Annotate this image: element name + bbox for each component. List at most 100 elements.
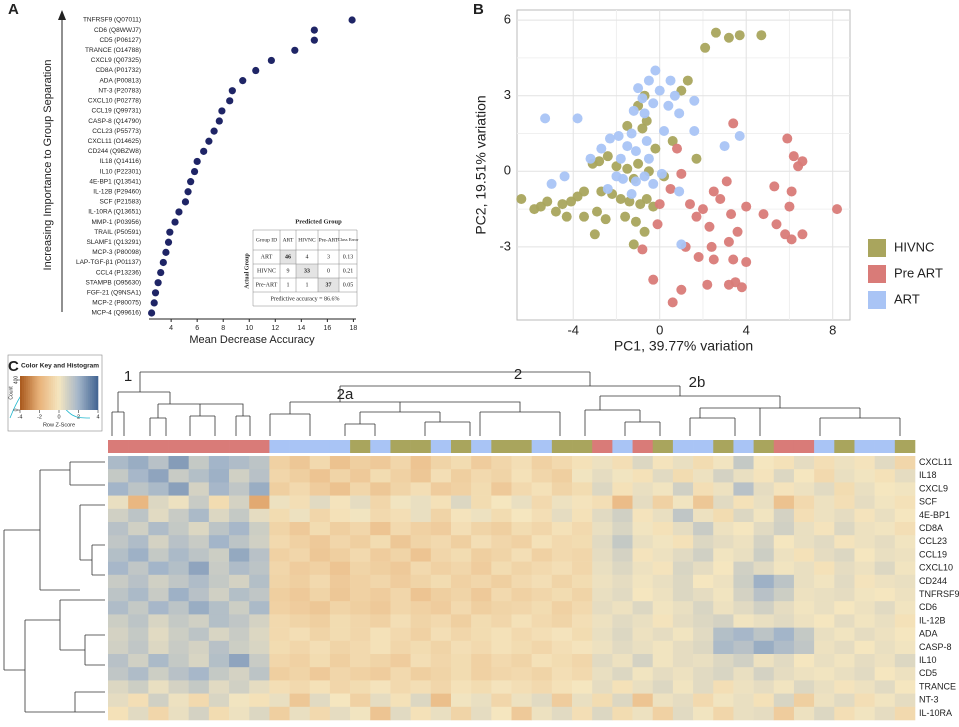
heat-cell [229, 640, 250, 655]
heat-cell [894, 469, 916, 483]
heat-cell [894, 522, 916, 536]
heat-cell [108, 548, 129, 562]
heat-cell [713, 627, 734, 642]
heat-cell [652, 667, 674, 681]
heat-cell [188, 482, 210, 496]
heat-cell [188, 680, 210, 694]
heat-cell [491, 640, 512, 655]
heat-cell [773, 508, 795, 523]
point [639, 171, 650, 182]
column-group [249, 440, 270, 453]
heat-cell [410, 640, 432, 655]
heat-cell [168, 508, 189, 523]
heat-cell [309, 627, 331, 642]
column-group [834, 440, 855, 453]
heat-cell [410, 522, 432, 536]
heat-cell [390, 535, 411, 549]
column-group [471, 440, 492, 453]
heat-cell [874, 680, 896, 694]
point [639, 226, 650, 237]
heat-cell [491, 601, 512, 615]
heat-cell [108, 508, 129, 523]
heat-cell [188, 601, 210, 615]
table-side-label: Actual Group [244, 253, 250, 289]
column-group [309, 440, 331, 453]
point [602, 183, 613, 194]
heat-cell [834, 614, 855, 628]
heat-cell [329, 508, 351, 523]
heat-cell [350, 601, 371, 615]
heat-cell [430, 680, 452, 694]
heat-cell [329, 522, 351, 536]
heat-cell [108, 522, 129, 536]
column-group [269, 440, 290, 453]
key-gradient [84, 376, 87, 410]
row-label: IL-10RA [919, 708, 952, 718]
heat-cell [329, 693, 351, 708]
heat-cell [713, 495, 734, 510]
dot [310, 36, 318, 44]
heat-cell [632, 548, 654, 562]
table-cell: 46 [285, 254, 291, 260]
heat-cell [652, 548, 674, 562]
heat-cell [713, 469, 734, 483]
point [650, 143, 661, 154]
heat-cell [229, 680, 250, 694]
heat-cell [410, 680, 432, 694]
heat-cell [531, 627, 553, 642]
heat-cell [491, 535, 512, 549]
column-group [733, 440, 754, 453]
heat-cell [652, 680, 674, 694]
heat-cell [753, 456, 775, 470]
heat-cell [430, 561, 452, 576]
heat-cell [208, 627, 230, 642]
heat-cell [793, 495, 815, 510]
heat-cell [854, 693, 875, 708]
panel-label: A [8, 1, 19, 18]
heat-cell [450, 706, 472, 721]
table-cell: 9 [287, 268, 290, 274]
heat-cell [229, 522, 250, 536]
heat-cell [108, 588, 129, 602]
heat-cell [713, 508, 734, 523]
point [529, 204, 540, 215]
key-gradient [29, 376, 32, 410]
point [672, 143, 683, 154]
heat-cell [491, 548, 512, 562]
column-group [551, 440, 573, 453]
x-tick-label: 16 [323, 325, 331, 332]
point [540, 113, 551, 124]
heat-cell [208, 588, 230, 602]
point [832, 204, 843, 215]
heat-cell [289, 548, 311, 562]
heat-cell [471, 469, 492, 483]
cluster-label: 2a [337, 386, 354, 403]
point [626, 128, 637, 139]
heat-cell [652, 508, 674, 523]
heat-cell [531, 495, 553, 510]
heat-cell [108, 456, 129, 470]
heat-cell [753, 601, 775, 615]
heat-cell [511, 508, 532, 523]
heat-cell [854, 548, 875, 562]
heat-cell [894, 574, 916, 589]
heat-cell [672, 627, 694, 642]
point [741, 257, 752, 268]
heat-cell [249, 654, 270, 668]
heat-cell [632, 482, 654, 496]
dot [166, 228, 174, 236]
point [630, 146, 641, 157]
heat-cell [693, 601, 714, 615]
heat-cell [329, 588, 351, 602]
heat-cell [874, 535, 896, 549]
heat-cell [733, 522, 754, 536]
key-gradient [57, 376, 60, 410]
row-label: NT-3 [919, 695, 939, 705]
heat-cell [269, 706, 290, 721]
heat-cell [329, 456, 351, 470]
heat-cell [450, 654, 472, 668]
heat-cell [390, 508, 411, 523]
row-label: CXCL10 [919, 563, 953, 573]
heat-cell [773, 522, 795, 536]
